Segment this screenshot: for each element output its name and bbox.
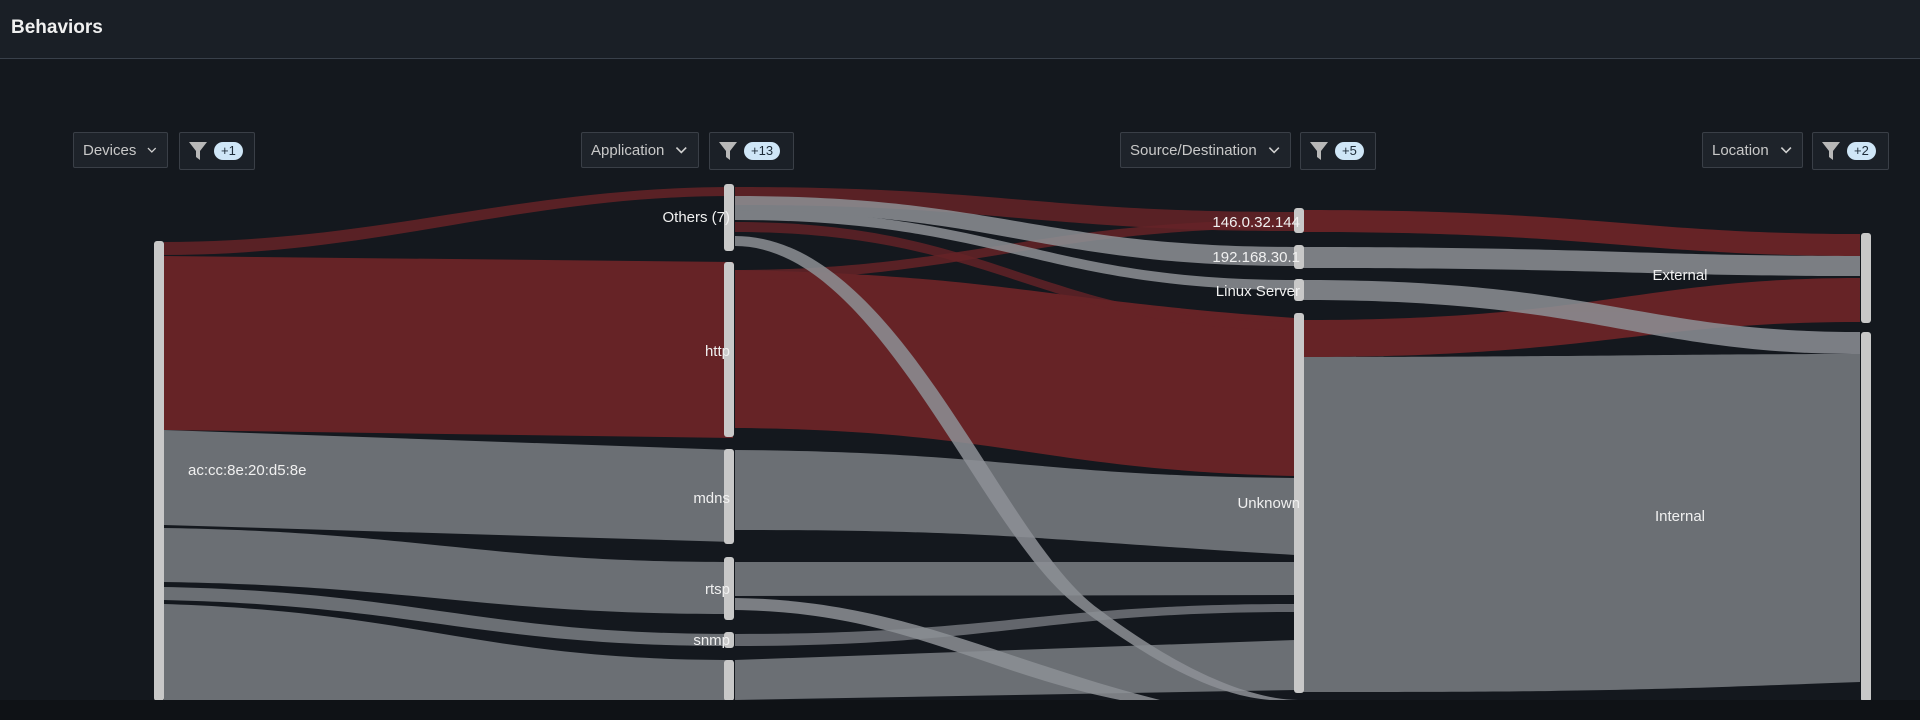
node-app-rtsp — [724, 557, 734, 620]
flow-rtsp-down — [735, 598, 1160, 700]
source-destination-filter-button[interactable]: +5 — [1300, 132, 1376, 170]
nodes — [154, 184, 1871, 702]
chevron-down-icon — [1780, 147, 1792, 154]
devices-filter-button[interactable]: +1 — [179, 132, 255, 170]
label-app-rtsp: rtsp — [705, 581, 730, 598]
location-dropdown-label: Location — [1712, 141, 1769, 159]
node-loc-internal — [1861, 332, 1871, 702]
devices-dropdown[interactable]: Devices — [73, 132, 168, 168]
flow-device-rtsp — [164, 528, 733, 614]
node-app-http — [724, 262, 734, 437]
devices-dropdown-label: Devices — [83, 141, 137, 159]
node-sd-linux — [1294, 279, 1304, 301]
flow-device-http — [164, 256, 733, 438]
flow-unknown-internal — [1303, 354, 1860, 692]
filter-icon — [189, 142, 207, 160]
flow-others-linux — [735, 210, 1295, 290]
node-app-others — [724, 184, 734, 251]
flow-mdns-unknown — [735, 450, 1295, 555]
label-sd-linux: Linux Server — [1216, 283, 1300, 300]
node-app-mdns — [724, 449, 734, 544]
label-app-mdns: mdns — [693, 490, 730, 507]
filter-icon — [1310, 142, 1328, 160]
filter-icon — [719, 142, 737, 160]
flow-snmp-unknown — [735, 604, 1295, 646]
filter-icon — [1822, 142, 1840, 160]
location-dropdown[interactable]: Location — [1702, 132, 1803, 168]
flow-device-snmp — [164, 587, 733, 646]
location-filter-count: +2 — [1847, 142, 1876, 160]
flow-192-external — [1303, 247, 1860, 276]
devices-filter-count: +1 — [214, 142, 243, 160]
label-app-snmp: snmp — [693, 632, 730, 649]
label-sd-192: 192.168.30.1 — [1212, 249, 1300, 266]
flow-device-other — [164, 604, 733, 700]
source-destination-dropdown[interactable]: Source/Destination — [1120, 132, 1291, 168]
label-device: ac:cc:8e:20:d5:8e — [188, 462, 306, 479]
node-app-last — [724, 660, 734, 701]
page-title: Behaviors — [11, 17, 103, 38]
light-flows — [735, 196, 1860, 700]
node-sd-192 — [1294, 245, 1304, 269]
chevron-down-icon — [1268, 147, 1280, 154]
node-sd-146 — [1294, 208, 1304, 233]
node-sd-unknown — [1294, 313, 1304, 693]
flow-linux-internal — [1303, 280, 1860, 354]
node-device — [154, 241, 164, 701]
label-loc-external: External — [1652, 267, 1707, 284]
page-header: Behaviors — [0, 0, 1920, 59]
label-loc-internal: Internal — [1655, 508, 1705, 525]
chevron-down-icon — [147, 147, 157, 153]
flow-others-146 — [735, 187, 1295, 231]
label-sd-unknown: Unknown — [1237, 495, 1300, 512]
application-filter-button[interactable]: +13 — [709, 132, 794, 170]
flow-others-192 — [735, 196, 1295, 266]
flow-others-unknown — [735, 222, 1295, 330]
node-app-snmp — [724, 632, 734, 648]
label-app-http: http — [705, 343, 730, 360]
source-destination-filter-count: +5 — [1335, 142, 1364, 160]
source-destination-dropdown-label: Source/Destination — [1130, 141, 1257, 159]
flow-http-unknown — [735, 270, 1295, 476]
label-sd-146: 146.0.32.144 — [1212, 214, 1300, 231]
application-dropdown-label: Application — [591, 141, 665, 159]
flow-rtsp-unknown — [735, 562, 1295, 596]
label-app-others: Others (7) — [662, 209, 730, 226]
flow-146-external — [1303, 210, 1860, 256]
location-filter-button[interactable]: +2 — [1812, 132, 1889, 170]
node-loc-external — [1861, 233, 1871, 323]
flow-device-others — [164, 187, 733, 255]
footer-strip — [0, 700, 1920, 720]
flow-device-mdns — [164, 430, 733, 542]
application-dropdown[interactable]: Application — [581, 132, 699, 168]
application-filter-count: +13 — [744, 142, 781, 160]
chevron-down-icon — [676, 146, 688, 154]
